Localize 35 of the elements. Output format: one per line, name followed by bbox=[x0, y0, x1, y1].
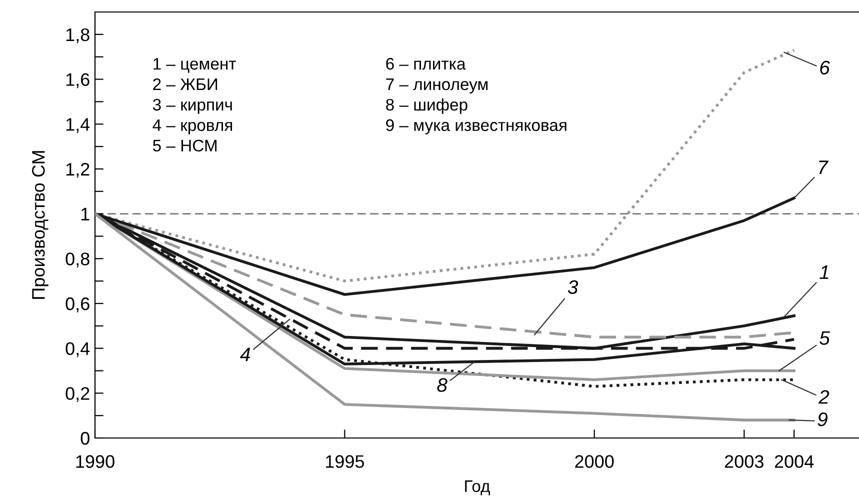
y-tick-label: 0 bbox=[80, 432, 90, 445]
y-tick-label: 0,2 bbox=[66, 387, 90, 402]
annotation: 4 – кровля bbox=[152, 119, 232, 134]
annotation: 6 – плитка bbox=[386, 58, 466, 70]
annotation: 4 bbox=[240, 348, 250, 362]
annotation: 3 – кирпич bbox=[152, 98, 232, 114]
y-tick-label: 1,4 bbox=[66, 118, 90, 133]
annotation: 9 bbox=[818, 412, 828, 426]
annotation: 5 – НСМ bbox=[152, 140, 216, 152]
annotation: 2 bbox=[818, 390, 830, 404]
annotation: 7 – линолеум bbox=[386, 78, 488, 94]
annotation: 1 – цемент bbox=[154, 58, 236, 73]
y-tick-label: 1,2 bbox=[66, 162, 90, 178]
y-tick-label: 1 bbox=[81, 208, 90, 220]
annotation: 9 – мука известняковая bbox=[386, 119, 566, 134]
x-axis-title: Год bbox=[465, 480, 490, 496]
y-tick-label: 0,6 bbox=[66, 297, 90, 312]
y-tick-label: 0,8 bbox=[66, 252, 90, 268]
annotation: 3 bbox=[568, 280, 578, 294]
y-tick-label: 0,4 bbox=[66, 342, 90, 358]
x-tick-label: 2003 bbox=[724, 455, 764, 468]
annotation: 8 bbox=[437, 378, 448, 392]
annotation: 1 bbox=[820, 266, 828, 279]
annotation: 7 bbox=[819, 160, 828, 174]
y-tick-label: 1,6 bbox=[66, 73, 90, 88]
y-axis-title: Производство СМ bbox=[32, 151, 48, 299]
x-tick-label: 1990 bbox=[76, 455, 114, 468]
x-tick-label: 2004 bbox=[774, 455, 814, 468]
y-tick-label: 1,8 bbox=[66, 28, 90, 44]
x-tick-label: 2000 bbox=[575, 455, 614, 468]
annotation: 8 – шифер bbox=[386, 98, 468, 114]
annotation: 5 bbox=[820, 331, 830, 345]
annotation: 2 – ЖБИ bbox=[153, 78, 218, 90]
x-tick-label: 1995 bbox=[326, 455, 364, 468]
annotation: 6 bbox=[820, 60, 830, 75]
